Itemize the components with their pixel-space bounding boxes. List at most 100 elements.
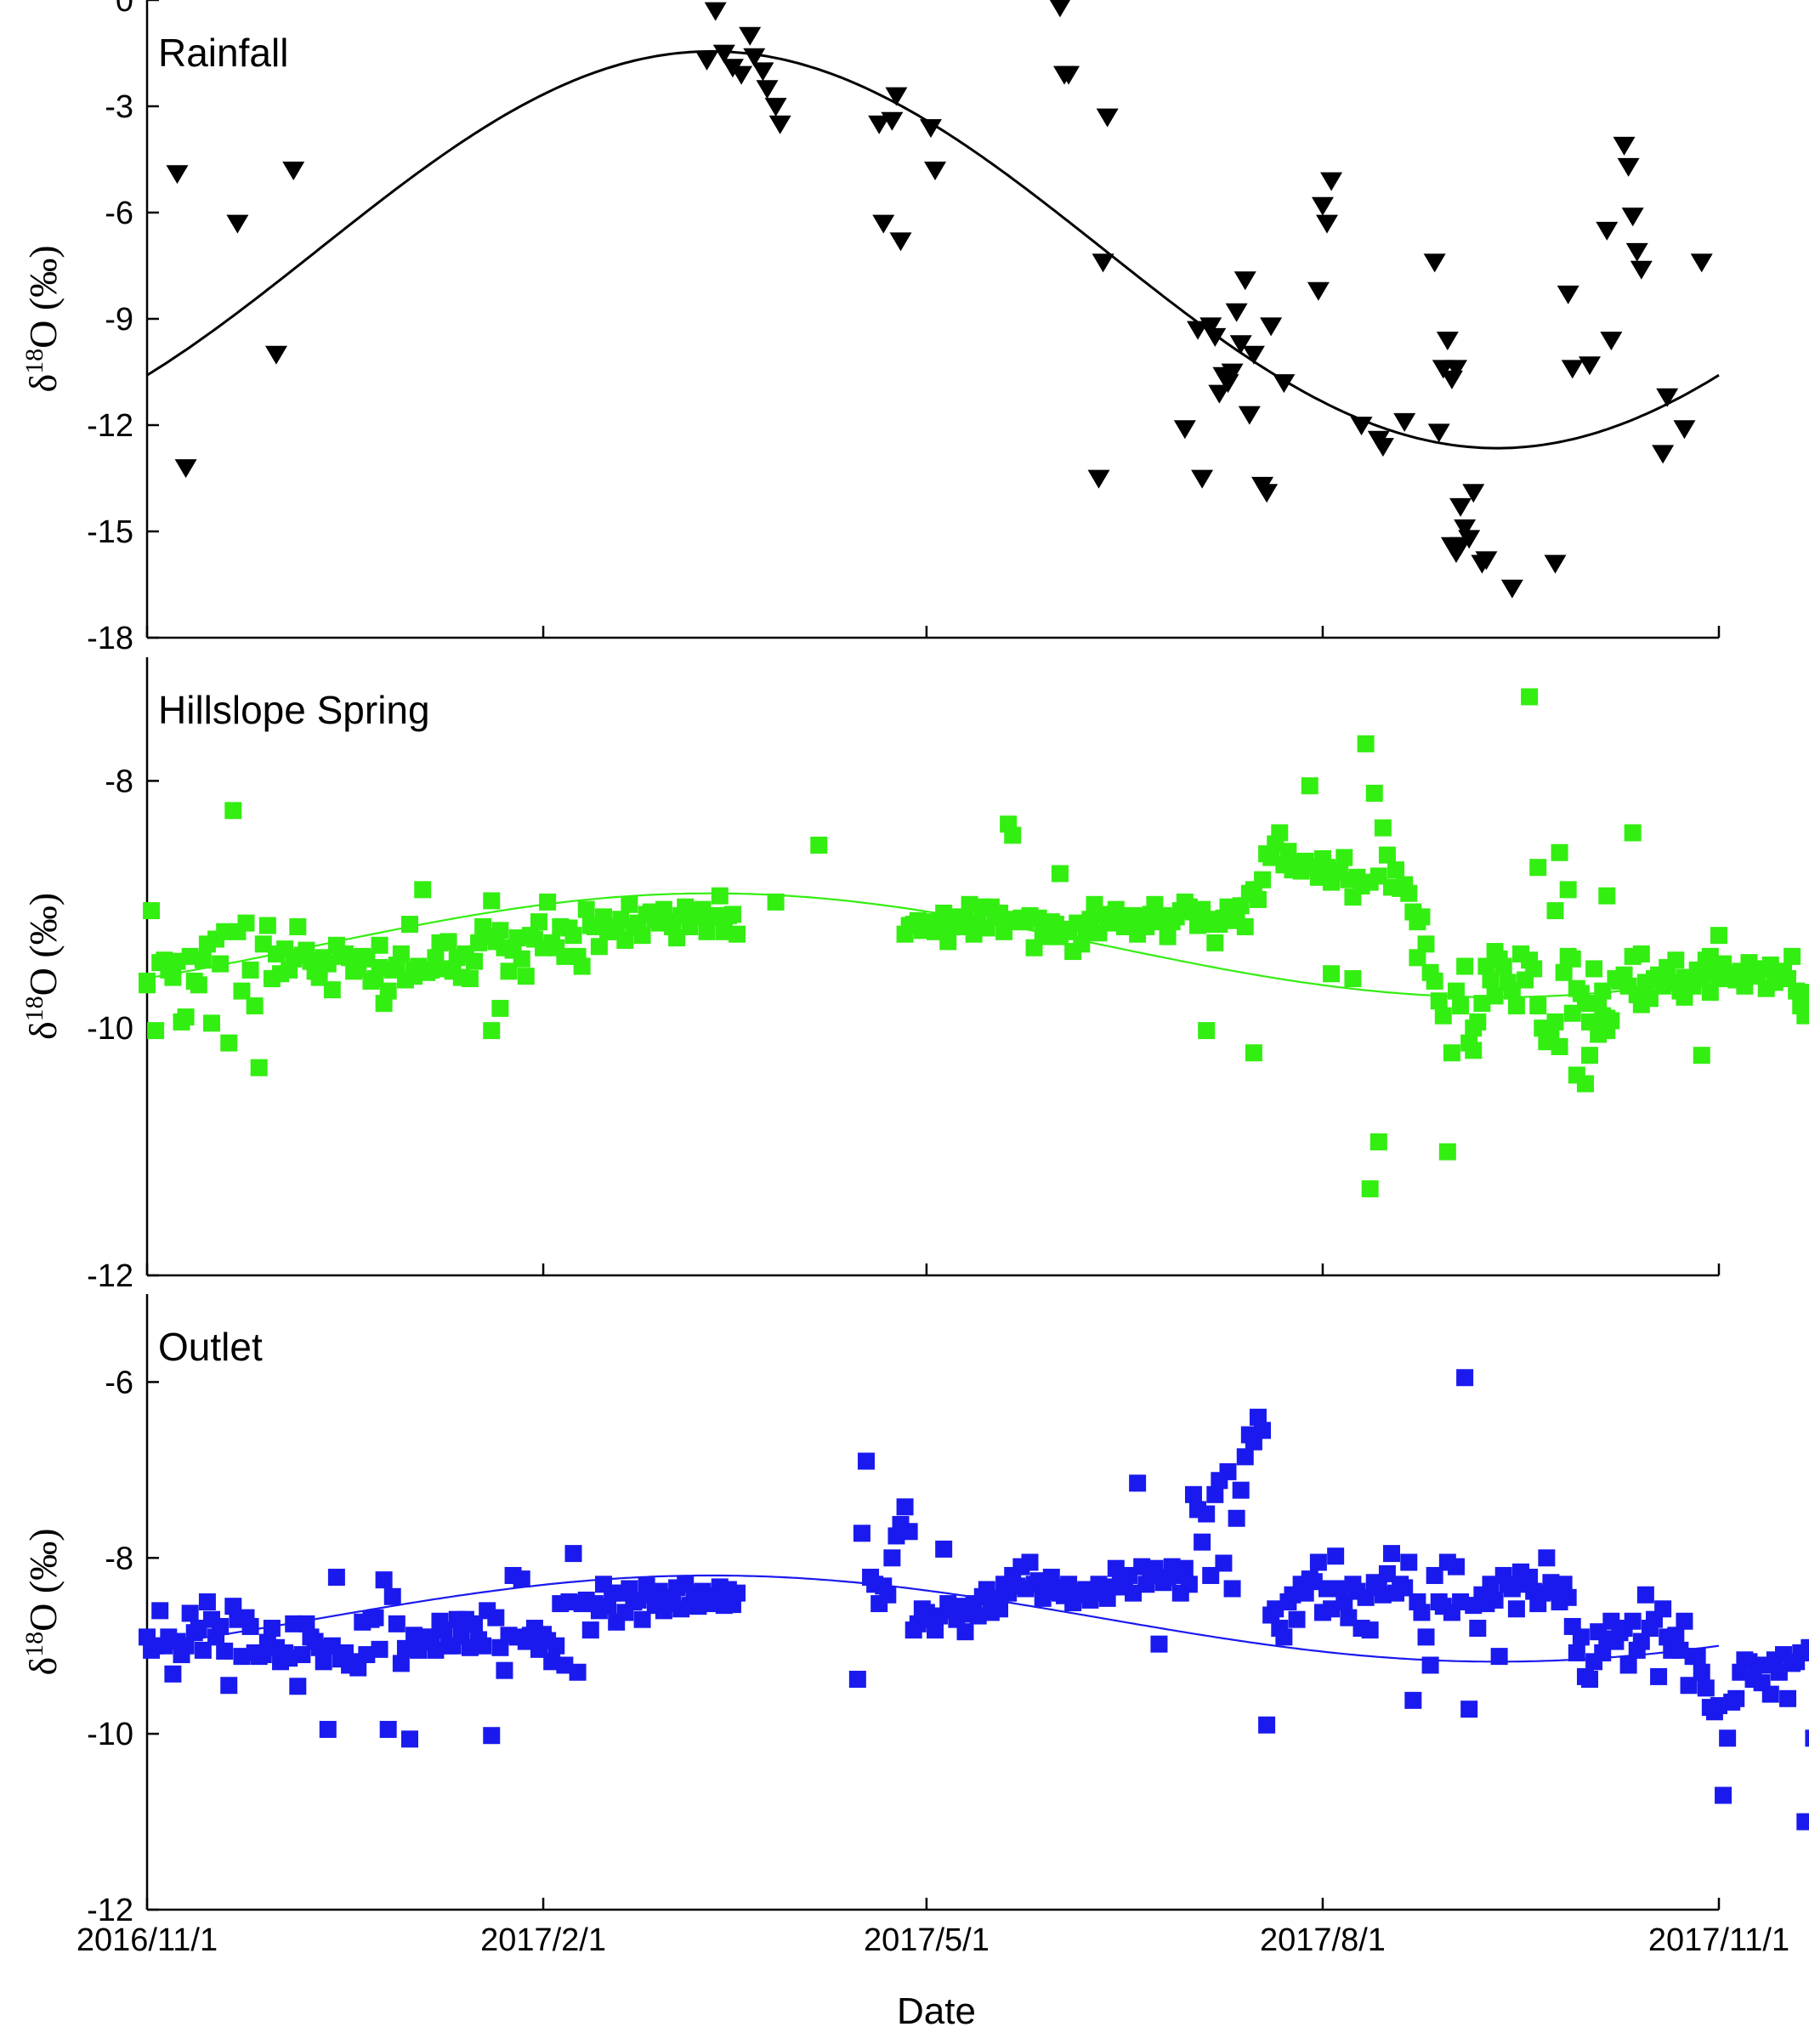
data-point: [1557, 285, 1579, 304]
y-tick-label: -12: [87, 408, 133, 444]
data-point: [1458, 530, 1481, 549]
data-point: [1361, 1180, 1379, 1198]
data-point: [491, 922, 509, 940]
data-point: [1254, 871, 1272, 889]
y-tick-label: -15: [87, 514, 133, 550]
data-point: [1613, 136, 1636, 156]
data-point: [1503, 982, 1521, 1000]
data-point: [1316, 214, 1339, 234]
data-point: [263, 1620, 281, 1638]
data-point: [1049, 0, 1071, 18]
data-point: [1563, 1004, 1581, 1022]
data-point: [1208, 384, 1231, 404]
data-point: [517, 968, 535, 985]
data-point: [349, 1659, 367, 1677]
data-point: [1507, 997, 1525, 1015]
y-tick-label: -6: [105, 1365, 133, 1400]
rainfall-panel: 0 -3 -6 -9 -12 -15 -18 Rainfall δ18O (‰): [20, 0, 1721, 656]
data-point: [698, 923, 716, 940]
data-point: [366, 1609, 384, 1627]
data-point: [1404, 1691, 1422, 1709]
x-axis: 2016/11/1 2017/2/1 2017/5/1 2017/8/1 2017/11…: [77, 1922, 1789, 2032]
data-point: [1576, 995, 1594, 1013]
data-point: [1081, 911, 1099, 928]
data-point: [569, 1663, 587, 1681]
data-point: [768, 115, 791, 134]
data-point: [1087, 469, 1110, 489]
data-point: [1434, 1007, 1452, 1025]
data-point: [1465, 1042, 1483, 1059]
y-tick-label: -12: [87, 1258, 133, 1294]
data-point: [1805, 1729, 1809, 1747]
data-point: [695, 51, 718, 71]
data-point: [298, 1615, 315, 1632]
data-point: [1715, 1786, 1732, 1804]
data-point: [1370, 1133, 1387, 1150]
data-point: [1275, 1628, 1293, 1646]
data-point: [405, 968, 423, 985]
data-point: [396, 1639, 414, 1657]
y-tick-label: -3: [105, 89, 133, 125]
data-point: [1625, 242, 1648, 262]
data-point: [1335, 849, 1353, 866]
data-point: [729, 925, 746, 943]
data-point: [190, 1620, 207, 1638]
data-point: [1393, 412, 1416, 432]
data-point: [1632, 945, 1650, 962]
data-point: [1129, 1474, 1147, 1492]
data-point: [139, 976, 156, 994]
data-point: [1783, 947, 1801, 965]
data-point: [1800, 984, 1809, 1002]
data-point: [1267, 1600, 1284, 1618]
data-point: [1204, 327, 1227, 347]
data-point: [371, 1640, 388, 1658]
data-point: [1710, 927, 1727, 945]
data-point: [810, 837, 828, 855]
data-point: [1176, 1559, 1194, 1577]
panel-title: Hillslope Spring: [158, 688, 430, 732]
data-point: [1426, 972, 1443, 990]
data-point: [1581, 1671, 1599, 1689]
data-point: [1258, 1716, 1276, 1734]
data-point: [461, 970, 479, 988]
data-point: [1452, 1593, 1470, 1610]
data-point: [1311, 196, 1334, 216]
data-point: [465, 952, 483, 970]
data-point: [616, 931, 634, 949]
data-point: [1473, 995, 1491, 1013]
data-point: [383, 1587, 401, 1605]
data-point: [194, 1641, 212, 1659]
data-point: [241, 1617, 259, 1635]
data-point: [371, 936, 388, 954]
data-point: [1507, 1600, 1525, 1618]
data-point: [358, 950, 376, 968]
data-point: [310, 1638, 328, 1656]
data-point: [939, 933, 957, 951]
data-point: [483, 1727, 501, 1745]
data-point: [991, 1600, 1009, 1618]
data-point: [1761, 1685, 1779, 1703]
data-point: [392, 945, 410, 962]
data-point: [1490, 1648, 1508, 1666]
data-point: [1667, 1627, 1685, 1644]
data-point: [712, 44, 735, 64]
data-point: [1521, 1569, 1539, 1587]
data-point: [1103, 908, 1120, 926]
data-point: [1770, 1663, 1788, 1681]
data-point: [956, 1623, 974, 1641]
data-point: [237, 914, 255, 932]
data-point: [1654, 1600, 1672, 1618]
data-point: [633, 1610, 651, 1628]
data-point: [1598, 1009, 1616, 1027]
data-point: [1693, 1047, 1710, 1065]
data-point: [1452, 997, 1470, 1015]
data-point: [323, 1637, 341, 1655]
data-point: [1365, 784, 1383, 802]
data-point: [220, 1677, 238, 1695]
x-tick-label: 2017/8/1: [1260, 1922, 1386, 1958]
data-point: [1125, 1584, 1143, 1602]
data-point: [1447, 982, 1465, 1000]
data-point: [427, 1641, 445, 1659]
data-point: [315, 1653, 332, 1671]
